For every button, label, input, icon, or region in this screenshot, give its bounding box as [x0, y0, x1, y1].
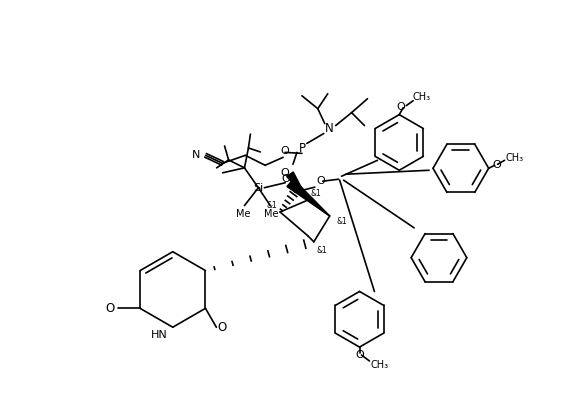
Text: N: N	[325, 122, 334, 135]
Text: O: O	[218, 321, 227, 334]
Text: Si: Si	[253, 183, 263, 193]
Text: O: O	[355, 350, 364, 360]
Text: O: O	[316, 176, 325, 186]
Text: P: P	[298, 142, 305, 155]
Text: Me: Me	[264, 209, 278, 219]
Text: O: O	[106, 302, 115, 315]
Polygon shape	[287, 172, 308, 200]
Text: &1: &1	[267, 201, 278, 209]
Text: Me: Me	[236, 209, 251, 219]
Text: O: O	[397, 102, 405, 112]
Text: &1: &1	[336, 217, 347, 227]
Text: O: O	[281, 168, 289, 178]
Text: &1: &1	[310, 189, 321, 198]
Text: CH₃: CH₃	[412, 92, 430, 102]
Text: O: O	[281, 146, 289, 156]
Polygon shape	[287, 179, 329, 216]
Text: O: O	[492, 160, 501, 170]
Text: CH₃: CH₃	[505, 153, 524, 163]
Text: HN: HN	[151, 330, 168, 340]
Text: &1: &1	[316, 246, 327, 255]
Text: CH₃: CH₃	[370, 360, 389, 370]
Text: N: N	[192, 150, 201, 161]
Text: O: O	[282, 174, 290, 184]
